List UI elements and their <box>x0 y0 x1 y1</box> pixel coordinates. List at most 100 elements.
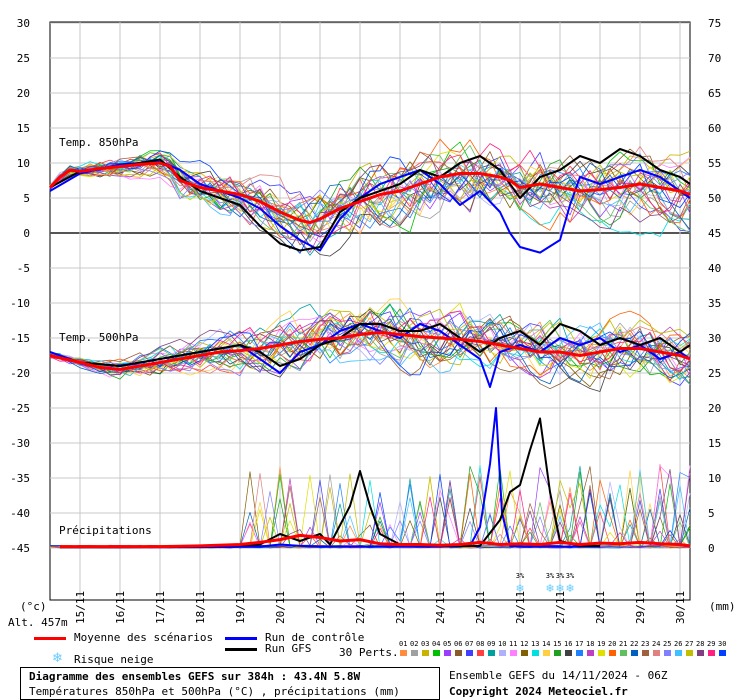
member-28-t500 <box>49 318 691 376</box>
member-16-t850 <box>49 160 691 257</box>
pert-id: 10 <box>498 640 507 648</box>
pert-id: 28 <box>696 640 705 648</box>
snow-percent: 3% <box>516 572 525 580</box>
y-left-tick-label: -20 <box>10 367 30 380</box>
pert-swatch <box>642 650 649 656</box>
pert-swatch <box>422 650 429 656</box>
pert-swatch <box>510 650 517 656</box>
pert-id: 21 <box>619 640 628 648</box>
pert-id: 30 <box>718 640 727 648</box>
y-left-tick-label: -15 <box>10 332 30 345</box>
member-27-t850 <box>49 155 691 236</box>
x-tick-label: 21/11 <box>314 591 327 624</box>
y-right-tick-label: 10 <box>708 472 721 485</box>
gfs-precip-line <box>60 417 600 549</box>
title-box: Diagramme des ensembles GEFS sur 384h : … <box>20 667 440 700</box>
x-tick-label: 17/11 <box>154 591 167 624</box>
pert-id: 09 <box>487 640 496 648</box>
member-17-t500 <box>49 307 691 373</box>
y-left-tick-label: -35 <box>10 472 30 485</box>
y-left-tick-label: -5 <box>17 262 30 275</box>
pert-swatch <box>686 650 693 656</box>
y-right-tick-label: 30 <box>708 332 721 345</box>
title-line2: Températures 850hPa et 500hPa (°C) , pré… <box>29 685 400 698</box>
pert-id: 02 <box>410 640 419 648</box>
y-right-tick-label: 65 <box>708 87 721 100</box>
legend-gfs-label: Run GFS <box>265 642 312 655</box>
legend-control-label: Run de contrôle <box>265 631 365 644</box>
pert-swatch <box>565 650 572 656</box>
pert-swatch <box>499 650 506 656</box>
member-29-t850 <box>49 143 691 238</box>
pert-swatch <box>719 650 726 656</box>
x-tick-label: 19/11 <box>234 591 247 624</box>
pert-id: 24 <box>652 640 661 648</box>
pert-swatch <box>598 650 605 656</box>
unit-left: (°c) <box>20 600 47 613</box>
y-right-tick-label: 75 <box>708 17 721 30</box>
snowflake-icon: ❄ <box>555 582 564 595</box>
mean-t850-line <box>48 161 691 224</box>
member-27-t500 <box>49 307 691 371</box>
mean-t500-line <box>49 330 691 371</box>
perts-label: 30 Perts. <box>339 646 399 659</box>
pert-swatch <box>576 650 583 656</box>
snow-percent: 3% <box>546 572 555 580</box>
pert-id: 18 <box>586 640 595 648</box>
x-tick-label: 15/11 <box>74 591 87 624</box>
y-right-tick-label: 45 <box>708 227 721 240</box>
legend-mean-label: Moyenne des scénarios <box>74 631 214 644</box>
y-right-tick-label: 15 <box>708 437 721 450</box>
left-axis: 30 25 20 15 10 5 0 -5 -10 -15 -20 -25 -30 -35 -40 -45 <box>10 17 30 555</box>
y-left-tick-label: 15 <box>17 122 30 135</box>
snowflake-icon: ❄ <box>545 582 554 595</box>
pert-id: 19 <box>597 640 606 648</box>
x-tick-label: 23/11 <box>394 591 407 624</box>
snow-percent: 3% <box>566 572 575 580</box>
snowflake-icon: ❄ <box>515 582 524 595</box>
pert-swatch <box>466 650 473 656</box>
y-left-tick-label: 10 <box>17 157 30 170</box>
pert-id: 05 <box>443 640 452 648</box>
pert-id: 26 <box>674 640 683 648</box>
y-left-tick-label: -40 <box>10 507 30 520</box>
legend-mean-swatch <box>34 637 66 640</box>
pert-swatch <box>620 650 627 656</box>
pert-id: 22 <box>630 640 639 648</box>
pert-swatch <box>708 650 715 656</box>
gfs-t850-line <box>49 148 691 252</box>
gfs-t500-line <box>49 323 691 367</box>
pert-id: 17 <box>575 640 584 648</box>
y-right-tick-label: 55 <box>708 157 721 170</box>
pert-swatch <box>521 650 528 656</box>
pert-id: 27 <box>685 640 694 648</box>
pert-swatch <box>554 650 561 656</box>
ensemble-info: Ensemble GEFS du 14/11/2024 - 06Z <box>449 669 668 682</box>
y-right-tick-label: 50 <box>708 192 721 205</box>
x-tick-label: 22/11 <box>354 591 367 624</box>
y-left-tick-label: -10 <box>10 297 30 310</box>
pert-id: 23 <box>641 640 650 648</box>
pert-id: 13 <box>531 640 540 648</box>
snow-markers: 3%❄3%❄3%❄3%❄ <box>515 572 575 595</box>
legend-control-swatch <box>225 637 257 640</box>
x-axis: 15/11 16/11 17/11 18/11 19/11 20/11 21/11 22/11… <box>74 591 687 624</box>
pert-swatch <box>411 650 418 656</box>
y-right-tick-label: 25 <box>708 367 721 380</box>
x-tick-label: 27/11 <box>554 591 567 624</box>
y-right-tick-label: 40 <box>708 262 721 275</box>
y-right-tick-label: 60 <box>708 122 721 135</box>
snow-percent: 3% <box>556 572 565 580</box>
pert-id: 11 <box>509 640 518 648</box>
x-tick-label: 29/11 <box>634 591 647 624</box>
y-right-tick-label: 5 <box>708 507 715 520</box>
pert-id: 15 <box>553 640 562 648</box>
unit-right: (mm) <box>709 600 736 613</box>
pert-swatch <box>664 650 671 656</box>
main-series <box>48 148 691 549</box>
member-03-t850 <box>49 150 691 231</box>
snowflake-icon: ❄ <box>52 651 63 666</box>
x-tick-label: 24/11 <box>434 591 447 624</box>
